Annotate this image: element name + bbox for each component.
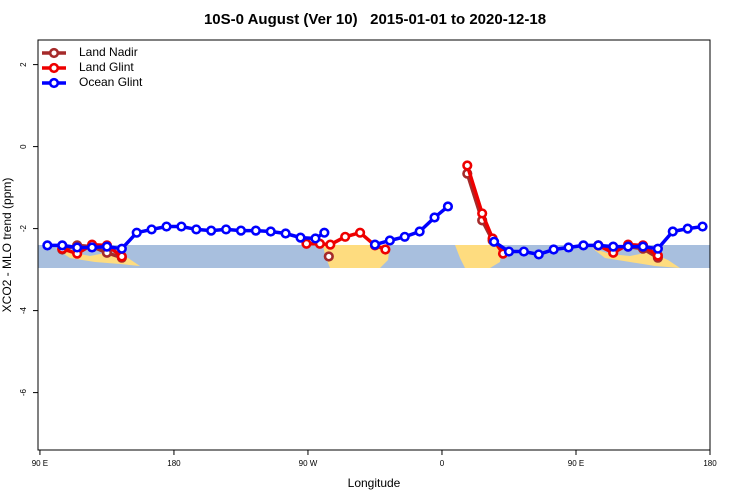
legend-label: Land Glint	[79, 60, 134, 74]
legend-marker	[48, 77, 60, 89]
point	[319, 227, 330, 238]
legend-label: Land Nadir	[79, 45, 138, 59]
point	[697, 221, 708, 232]
x-tick-label: 90 E	[568, 459, 584, 468]
point	[295, 232, 306, 243]
point	[206, 225, 217, 236]
y-tick-label: -2	[19, 224, 28, 232]
point	[623, 241, 634, 252]
y-tick-label: 0	[19, 144, 28, 149]
point	[637, 241, 649, 252]
legend-marker	[48, 47, 60, 59]
point	[146, 224, 157, 235]
point	[462, 160, 473, 171]
point	[593, 240, 604, 251]
point	[42, 240, 53, 251]
point	[131, 227, 142, 238]
point	[578, 240, 589, 251]
point	[563, 242, 574, 253]
x-axis-label: Longitude	[348, 476, 401, 490]
x-tick-label: 0	[440, 459, 445, 468]
point	[191, 224, 202, 235]
point	[380, 244, 391, 255]
x-tick-label: 90 W	[299, 459, 318, 468]
point	[667, 226, 678, 237]
x-tick-label: 180	[167, 459, 181, 468]
y-tick-label: -4	[19, 306, 28, 314]
point	[682, 223, 693, 234]
x-tick-label: 90 E	[32, 459, 48, 468]
point	[116, 251, 127, 262]
point	[652, 243, 663, 254]
point	[101, 241, 113, 252]
point	[414, 226, 425, 237]
point	[301, 238, 312, 249]
point	[310, 233, 321, 244]
legend-label: Ocean Glint	[79, 75, 143, 89]
point	[354, 227, 366, 238]
point	[488, 236, 500, 247]
point	[280, 228, 291, 239]
plot-frame	[37, 39, 711, 451]
point	[86, 242, 98, 253]
y-tick-label: -6	[19, 388, 28, 396]
x-tick-label: 180	[703, 459, 717, 468]
point	[340, 231, 351, 242]
point	[518, 246, 529, 257]
point	[323, 251, 334, 262]
point	[176, 221, 187, 232]
point	[608, 241, 619, 252]
point	[369, 239, 381, 250]
point	[250, 225, 261, 236]
point	[220, 224, 232, 235]
point	[442, 201, 454, 212]
point	[57, 240, 68, 251]
point	[325, 239, 336, 250]
point	[265, 226, 276, 237]
chart-title: 10S-0 August (Ver 10) 2015-01-01 to 2020…	[204, 11, 546, 28]
point	[477, 208, 488, 219]
legend-marker	[48, 62, 60, 74]
point	[548, 244, 559, 255]
point	[384, 235, 395, 246]
point	[503, 246, 515, 257]
y-axis-label: XCO2 - MLO trend (ppm)	[0, 178, 14, 313]
point	[116, 243, 127, 254]
point	[429, 212, 440, 223]
point	[235, 225, 247, 236]
point	[72, 242, 83, 253]
point	[399, 231, 410, 242]
point	[161, 221, 172, 232]
point	[533, 249, 544, 260]
y-tick-label: 2	[19, 62, 28, 67]
